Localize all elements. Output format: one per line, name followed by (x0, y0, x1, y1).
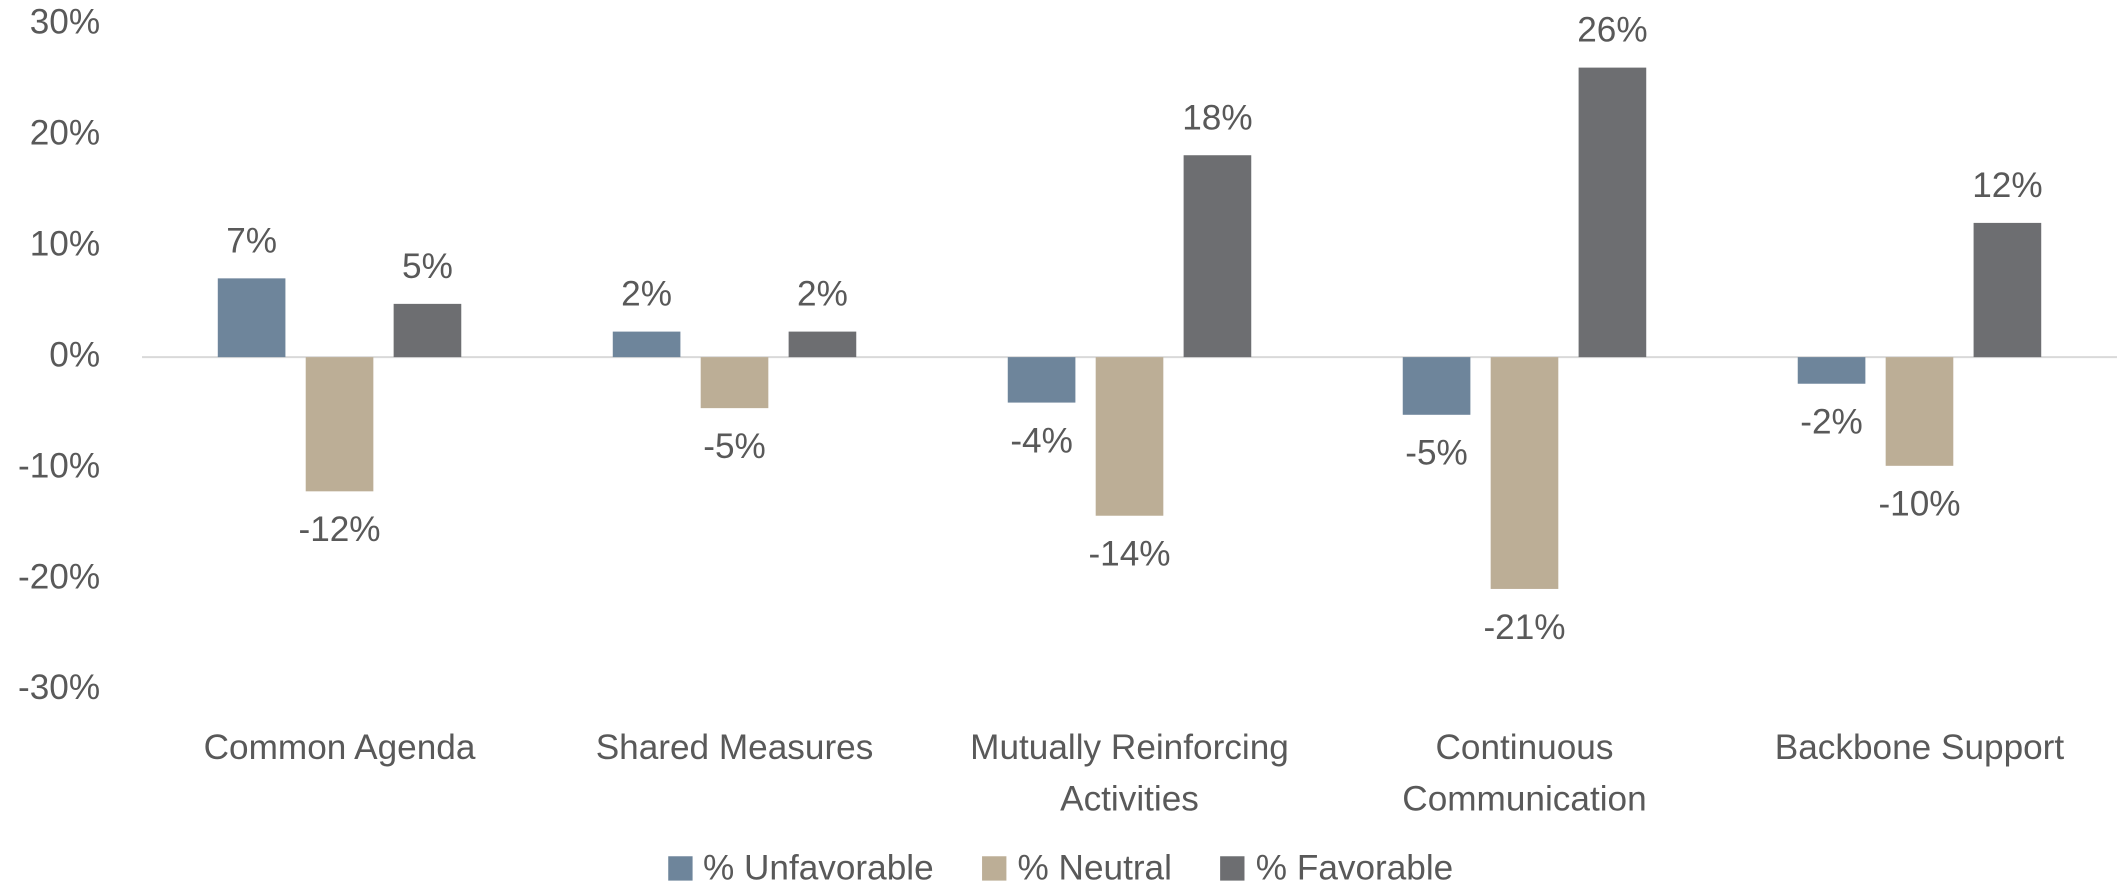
legend-item: % Unfavorable (667, 846, 934, 889)
bar (1797, 357, 1866, 384)
bar (1490, 357, 1559, 589)
data-label: 5% (402, 247, 453, 286)
bar (1095, 357, 1164, 516)
y-tick-label: -20% (18, 557, 100, 596)
data-label: -5% (703, 427, 766, 466)
x-tick-label: Common Agenda (203, 726, 476, 767)
data-label: 12% (1972, 166, 2042, 205)
bar (1007, 357, 1076, 403)
y-tick-label: 20% (30, 114, 100, 153)
legend-swatch (667, 855, 693, 880)
data-label: -12% (298, 510, 380, 549)
legend: % Unfavorable % Neutral % Favorable (0, 847, 2121, 889)
bar (1402, 357, 1471, 415)
x-tick-label: Backbone Support (1774, 726, 2065, 767)
bar (393, 303, 462, 358)
data-label: 7% (226, 221, 277, 260)
y-tick-label: 0% (49, 335, 100, 374)
legend-item: % Favorable (1220, 846, 1454, 889)
bar (612, 331, 681, 358)
data-label: 2% (621, 275, 672, 314)
data-label: 2% (797, 275, 848, 314)
x-tick-label: Mutually Reinforcing Activities (970, 726, 1289, 819)
bar (700, 357, 769, 409)
legend-label: % Neutral (1017, 846, 1172, 888)
x-tick-label: Shared Measures (595, 726, 874, 767)
y-tick-label: -30% (18, 668, 100, 707)
data-label: -4% (1010, 421, 1073, 460)
x-tick-label: Continuous Communication (1402, 726, 1647, 819)
bar (788, 331, 857, 358)
data-label: 26% (1577, 11, 1647, 50)
legend-swatch (982, 855, 1007, 880)
bar (217, 278, 286, 358)
data-label: -21% (1483, 608, 1565, 647)
bar (1578, 67, 1647, 358)
data-label: 18% (1182, 98, 1252, 137)
data-label: -10% (1878, 485, 1960, 524)
data-label: -5% (1405, 434, 1468, 473)
legend-label: % Unfavorable (702, 846, 934, 888)
data-label: -14% (1088, 535, 1170, 574)
y-tick-label: 10% (30, 224, 100, 263)
data-label: -2% (1800, 403, 1863, 442)
bar (1183, 155, 1252, 358)
bar (1973, 222, 2042, 358)
bar (305, 357, 374, 492)
y-tick-label: 30% (30, 3, 100, 42)
legend-item: % Neutral (982, 847, 1172, 889)
legend-swatch (1220, 855, 1245, 880)
y-tick-label: -10% (18, 446, 100, 485)
legend-label: % Favorable (1255, 846, 1454, 888)
bar (1885, 357, 1954, 466)
